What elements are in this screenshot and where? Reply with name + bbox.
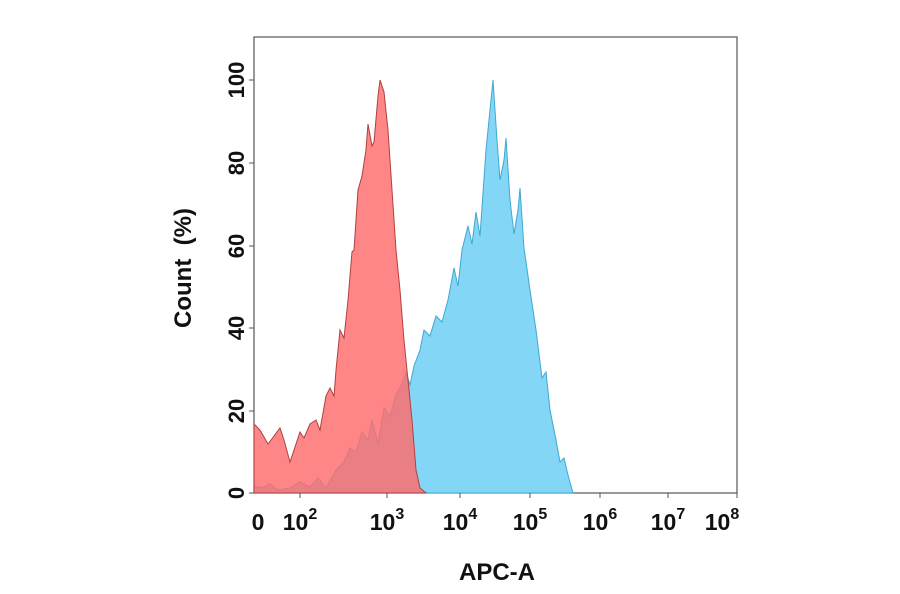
y-tick-label: 40 [224, 316, 249, 340]
x-tick-label: 104 [443, 506, 478, 535]
x-tick-label: 0 [252, 509, 265, 535]
y-axis-title: Count (%) [170, 208, 197, 328]
x-axis: 0 102 103 104 105 106 107 108 APC-A [252, 493, 740, 586]
x-axis-title: APC-A [459, 559, 535, 586]
y-tick-label: 60 [224, 234, 249, 258]
series-control-area [253, 79, 428, 494]
x-tick-label: 105 [513, 506, 548, 535]
x-tick-label: 103 [370, 506, 405, 535]
y-tick-label: 20 [224, 399, 249, 423]
x-tick-label: 106 [583, 506, 618, 535]
x-tick-label: 102 [283, 506, 318, 535]
y-tick-label: 80 [224, 151, 249, 175]
x-tick-label: 107 [651, 506, 686, 535]
x-tick-label: 108 [705, 506, 740, 535]
y-axis: 0 20 40 60 80 100 Count (%) [170, 62, 254, 499]
y-tick-label: 0 [224, 487, 249, 499]
y-tick-label: 100 [224, 62, 249, 99]
